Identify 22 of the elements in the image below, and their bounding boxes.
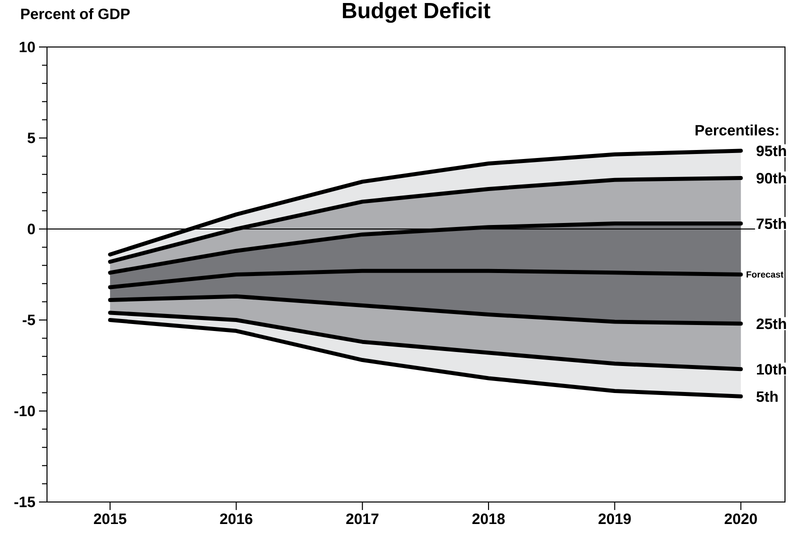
y-tick-label: 0 [28, 224, 35, 234]
y-tick-label: -10 [14, 406, 35, 416]
y-tick-label: 10 [20, 42, 35, 52]
y-axis-title: Percent of GDP [21, 8, 130, 20]
series-label: 25th [756, 318, 786, 330]
y-tick-label: -5 [22, 314, 36, 326]
series-label: 10th [756, 364, 786, 375]
series-label: 5th [756, 390, 778, 402]
y-tick-label: 5 [28, 132, 36, 144]
x-tick-label: 2017 [346, 514, 378, 524]
x-tick-label: 2015 [94, 514, 126, 524]
y-tick-label: -15 [14, 496, 36, 508]
x-tick-label: 2019 [598, 514, 631, 524]
series-label: 95th [756, 145, 786, 156]
series-label: 90th [756, 172, 786, 184]
chart-title: Budget Deficit [342, 2, 490, 23]
x-tick-label: 2018 [472, 514, 505, 524]
x-tick-label: 2020 [724, 514, 757, 524]
series-label: 75th [756, 218, 786, 230]
x-tick-label: 2016 [220, 514, 252, 524]
legend-title: Percentiles: [696, 124, 778, 136]
series-label: Forecast [746, 271, 784, 278]
